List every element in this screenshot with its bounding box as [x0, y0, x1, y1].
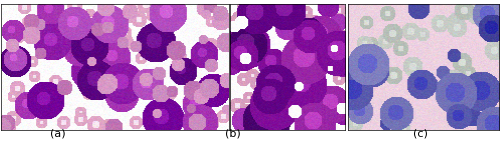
Text: (a): (a)	[50, 129, 66, 139]
Text: (c): (c)	[412, 129, 428, 139]
Text: (b): (b)	[224, 129, 240, 139]
